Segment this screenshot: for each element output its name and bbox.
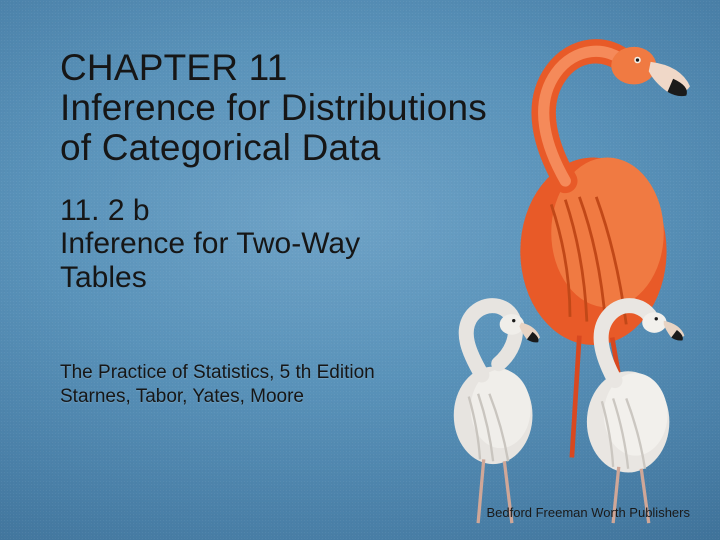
- section-number: 11. 2 b: [60, 194, 150, 227]
- section-heading: 11. 2 b Inference for Two-Way Tables: [60, 194, 490, 295]
- book-authors: Starnes, Tabor, Yates, Moore: [60, 386, 304, 407]
- chapter-title-line1: Inference for Distributions: [60, 87, 487, 128]
- text-content: CHAPTER 11 Inference for Distributions o…: [60, 48, 490, 409]
- flamingo-small-right-icon: [587, 306, 685, 524]
- chapter-label: CHAPTER 11: [60, 47, 288, 88]
- publisher-credit: Bedford Freeman Worth Publishers: [486, 505, 690, 520]
- slide: CHAPTER 11 Inference for Distributions o…: [0, 0, 720, 540]
- book-info: The Practice of Statistics, 5 th Edition…: [60, 361, 490, 410]
- flamingo-large-icon: [520, 47, 690, 458]
- section-title-line1: Inference for Two-Way: [60, 227, 360, 260]
- chapter-heading: CHAPTER 11 Inference for Distributions o…: [60, 48, 490, 168]
- section-title-line2: Tables: [60, 261, 147, 294]
- book-title: The Practice of Statistics, 5 th Edition: [60, 362, 375, 383]
- chapter-title-line2: of Categorical Data: [60, 127, 381, 168]
